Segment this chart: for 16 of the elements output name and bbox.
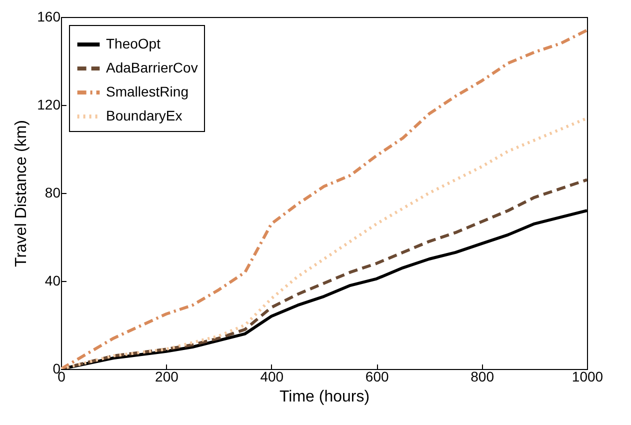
x-tick-label: 200	[155, 368, 179, 384]
y-tick-label: 40	[44, 272, 61, 288]
line-series	[61, 28, 587, 369]
x-tick-label: 800	[470, 368, 494, 384]
x-tick-label: 600	[365, 368, 389, 384]
x-axis-title: Time (hours)	[279, 388, 370, 406]
legend-label: TheoOpt	[106, 36, 161, 52]
y-tick-label: 160	[37, 8, 61, 24]
x-tick-label: 400	[260, 368, 284, 384]
legend-label: AdaBarrierCov	[106, 60, 198, 76]
y-tick-label: 80	[44, 184, 61, 200]
legend-label: SmallestRing	[106, 84, 188, 100]
legend-label: BoundaryEx	[106, 108, 182, 124]
y-tick-label: 120	[37, 96, 61, 112]
y-axis-title: Travel Distance (km)	[13, 120, 30, 267]
x-tick-label: 1000	[572, 368, 604, 384]
